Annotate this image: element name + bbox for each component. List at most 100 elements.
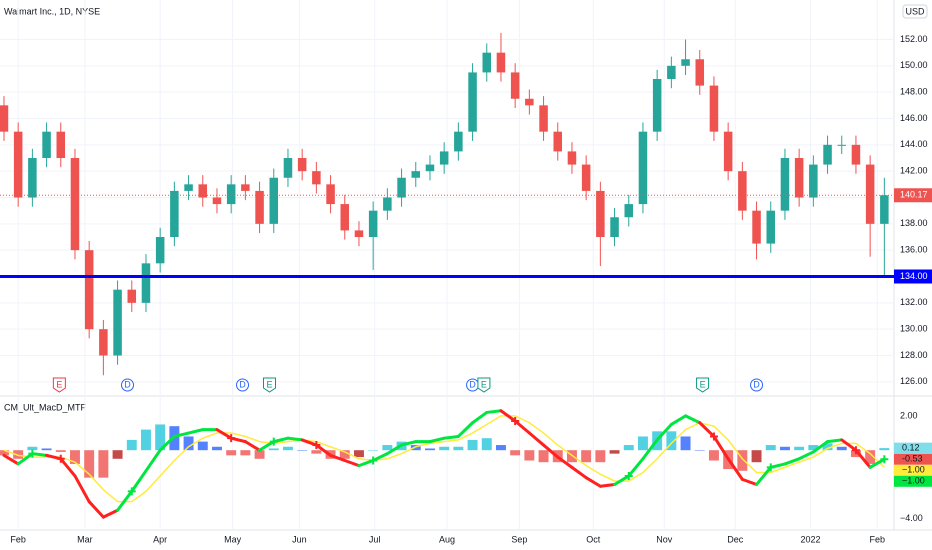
macd-segment bbox=[556, 455, 574, 469]
cross-marker bbox=[127, 487, 136, 496]
histogram-bar bbox=[538, 450, 549, 463]
macd-segment bbox=[726, 457, 744, 481]
y-tick-label: 2.00 bbox=[900, 410, 918, 420]
macd-segment bbox=[59, 457, 77, 478]
histogram-bar bbox=[282, 446, 293, 451]
macd-segment bbox=[854, 448, 872, 469]
macd-segment bbox=[826, 438, 844, 444]
histogram-bar bbox=[297, 450, 308, 451]
y-tick-label: 142.00 bbox=[900, 166, 928, 176]
histogram-bar bbox=[27, 446, 38, 451]
macd-segment bbox=[542, 443, 560, 459]
candle-body bbox=[766, 210, 776, 244]
event-marker: D bbox=[236, 378, 250, 392]
y-tick-label: 148.00 bbox=[900, 87, 928, 97]
histogram-bar bbox=[467, 439, 478, 451]
y-tick-label: 130.00 bbox=[900, 324, 928, 334]
y-tick-label: 128.00 bbox=[900, 350, 928, 360]
histogram-bar bbox=[623, 445, 634, 451]
candle-body bbox=[880, 195, 889, 224]
event-shape bbox=[750, 378, 764, 392]
candle-body bbox=[638, 131, 648, 205]
candle-body bbox=[581, 164, 591, 191]
macd-segment bbox=[243, 440, 262, 452]
cross-marker bbox=[851, 446, 860, 455]
candle-body bbox=[667, 65, 676, 79]
candle-body bbox=[283, 158, 293, 178]
currency[interactable]: USD bbox=[905, 6, 925, 16]
macd-segment bbox=[641, 438, 659, 461]
macd-segment bbox=[740, 477, 759, 487]
histogram-bar bbox=[211, 446, 222, 451]
value-label: -0.53 bbox=[902, 454, 923, 464]
macd-segment bbox=[669, 414, 688, 426]
macd-segment bbox=[400, 440, 418, 447]
histogram-bar bbox=[226, 450, 237, 456]
x-tick-label: Sep bbox=[511, 534, 527, 544]
event-shape bbox=[696, 377, 710, 393]
candle-body bbox=[681, 59, 690, 66]
candle-body bbox=[525, 98, 534, 106]
event-shape bbox=[263, 377, 277, 393]
candle-body bbox=[809, 164, 818, 198]
macd-segment bbox=[684, 414, 702, 425]
macd-segment bbox=[698, 421, 716, 438]
grid bbox=[0, 0, 894, 530]
macd-segment bbox=[513, 419, 531, 435]
macd-segment bbox=[613, 474, 631, 487]
x-tick-label: Dec bbox=[727, 534, 744, 544]
histogram-bar bbox=[424, 448, 435, 451]
candle-body bbox=[553, 131, 563, 152]
event-label: E bbox=[481, 379, 487, 389]
candle-body bbox=[127, 289, 137, 303]
macd-segment bbox=[840, 438, 858, 452]
histogram-bar bbox=[55, 450, 66, 452]
event-shape bbox=[52, 377, 66, 393]
macd-segment bbox=[627, 457, 645, 478]
cross-marker bbox=[56, 454, 65, 463]
candle-body bbox=[837, 144, 847, 146]
macd-segment bbox=[755, 465, 773, 487]
macd-segment bbox=[329, 453, 347, 462]
x-tick-label: Mar bbox=[77, 534, 93, 544]
y-tick-label: 132.00 bbox=[900, 297, 928, 307]
event-marker: E bbox=[696, 377, 710, 393]
histogram-bar bbox=[368, 450, 379, 451]
value-badge bbox=[894, 453, 932, 465]
x-tick-label: Feb bbox=[869, 534, 885, 544]
event-label: E bbox=[700, 379, 706, 389]
histogram-bar bbox=[353, 450, 364, 458]
candle-body bbox=[70, 158, 80, 251]
histogram-bar bbox=[183, 436, 194, 451]
value-badge bbox=[894, 442, 932, 454]
candle-body bbox=[823, 144, 832, 165]
candle-body bbox=[241, 184, 250, 191]
histogram-bar bbox=[382, 445, 393, 451]
macd-segment bbox=[428, 436, 446, 444]
macd-segment bbox=[527, 431, 546, 447]
value-badge bbox=[894, 464, 932, 476]
candle-body bbox=[170, 190, 179, 237]
candle-body bbox=[368, 210, 378, 237]
histogram-bar bbox=[98, 450, 109, 478]
histogram-bar bbox=[708, 450, 719, 461]
candle-body bbox=[141, 263, 151, 303]
candle-body bbox=[184, 184, 193, 191]
event-marker: E bbox=[52, 377, 66, 393]
macd-segment bbox=[187, 428, 205, 435]
histogram-bar bbox=[751, 450, 762, 463]
candle-body bbox=[99, 329, 108, 356]
currency-box[interactable] bbox=[902, 4, 928, 19]
cross-marker bbox=[369, 456, 378, 465]
cross-marker bbox=[269, 437, 278, 446]
histogram-bar bbox=[339, 450, 350, 459]
candle-body bbox=[155, 237, 165, 264]
event-marker: E bbox=[263, 377, 277, 393]
event-shape bbox=[236, 378, 250, 392]
event-label: D bbox=[124, 379, 131, 389]
candle-body bbox=[695, 59, 705, 86]
cross-marker bbox=[227, 434, 236, 443]
macd-segment bbox=[215, 428, 233, 440]
candle-body bbox=[312, 171, 321, 185]
